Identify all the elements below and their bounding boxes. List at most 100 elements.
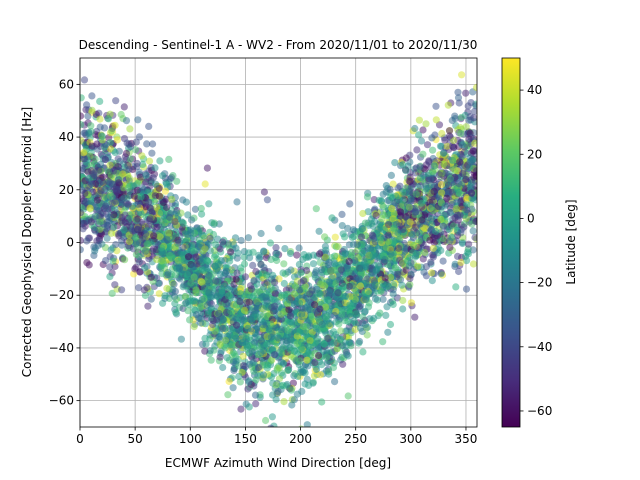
scatter-point (428, 269, 436, 277)
scatter-point (87, 218, 95, 226)
scatter-point (290, 290, 299, 298)
scatter-point (399, 161, 407, 169)
scatter-point (182, 299, 190, 307)
scatter-point (379, 338, 387, 346)
scatter-point (252, 330, 260, 338)
scatter-point (324, 334, 332, 342)
scatter-point (429, 244, 437, 252)
scatter-point (421, 248, 429, 257)
scatter-point (443, 194, 451, 202)
y-axis-label: Corrected Geophysical Doppler Centroid [… (20, 107, 34, 377)
scatter-point (303, 356, 311, 364)
scatter-point (426, 236, 434, 244)
scatter-point (355, 275, 363, 283)
scatter-point (174, 257, 182, 265)
scatter-point (263, 196, 271, 204)
scatter-point (85, 261, 93, 269)
scatter-point (267, 255, 275, 264)
scatter-point (279, 426, 284, 427)
scatter-point (264, 361, 272, 369)
scatter-point (315, 351, 323, 360)
scatter-point (459, 169, 467, 178)
scatter-point (316, 258, 324, 266)
scatter-point (164, 229, 173, 237)
scatter-point (237, 236, 245, 245)
scatter-point (83, 101, 91, 109)
scatter-point (106, 179, 114, 187)
scatter-point (418, 199, 426, 207)
scatter-point (120, 226, 128, 234)
scatter-point (438, 129, 446, 138)
scatter-point (248, 348, 256, 356)
scatter-point (124, 200, 132, 208)
scatter-point (379, 211, 387, 219)
scatter-point (348, 252, 356, 260)
scatter-point (250, 276, 258, 284)
scatter-point (435, 171, 443, 179)
scatter-point (402, 167, 410, 175)
scatter-point (358, 264, 366, 272)
scatter-point (270, 296, 278, 304)
scatter-point (186, 316, 194, 324)
scatter-point (406, 275, 414, 283)
scatter-point (451, 166, 459, 174)
scatter-point (285, 366, 293, 374)
scatter-point (395, 244, 403, 252)
scatter-point (242, 335, 250, 343)
scatter-point (361, 219, 369, 227)
scatter-point (325, 258, 333, 266)
scatter-point (148, 149, 156, 157)
scatter-point (197, 315, 205, 323)
scatter-point (448, 233, 456, 242)
scatter-point (451, 260, 459, 268)
scatter-point (150, 198, 158, 206)
scatter-point (86, 204, 94, 212)
scatter-point (244, 234, 252, 242)
scatter-point (216, 340, 224, 348)
scatter-point (311, 301, 319, 309)
scatter-point (368, 231, 376, 239)
scatter-point (312, 324, 320, 332)
scatter-point (111, 148, 119, 157)
scatter-point (455, 180, 463, 188)
scatter-point (135, 133, 143, 141)
scatter-point (81, 189, 89, 198)
scatter-point (205, 200, 213, 208)
scatter-point (184, 307, 192, 315)
scatter-point (422, 120, 430, 128)
scatter-point (251, 391, 260, 399)
scatter-point (339, 230, 347, 238)
scatter-point (207, 356, 215, 364)
scatter-point (93, 196, 101, 204)
scatter-point (295, 244, 303, 252)
scatter-point (80, 76, 89, 84)
scatter-point (285, 296, 293, 304)
scatter-point (419, 126, 427, 134)
scatter-point (147, 204, 155, 213)
colorbar-tick-label: 20 (527, 147, 542, 161)
scatter-point (172, 308, 180, 317)
scatter-point (82, 197, 90, 205)
scatter-point (471, 233, 477, 242)
scatter-point (404, 257, 412, 265)
scatter-point (357, 233, 366, 241)
scatter-point (327, 267, 335, 275)
scatter-point (142, 171, 150, 179)
scatter-point (96, 218, 104, 226)
scatter-point (121, 256, 129, 264)
scatter-point (414, 262, 422, 270)
scatter-point (190, 273, 198, 281)
scatter-point (106, 189, 114, 197)
scatter-point (125, 140, 133, 148)
scatter-point (472, 172, 477, 180)
scatter-point (223, 354, 231, 362)
scatter-point (138, 152, 146, 160)
scatter-point (125, 165, 133, 173)
scatter-point (356, 282, 364, 290)
scatter-point (243, 343, 252, 351)
y-tick-label: −40 (49, 341, 74, 355)
scatter-point (87, 122, 95, 130)
scatter-point (281, 245, 289, 253)
scatter-point (405, 203, 413, 211)
scatter-point (253, 289, 261, 297)
